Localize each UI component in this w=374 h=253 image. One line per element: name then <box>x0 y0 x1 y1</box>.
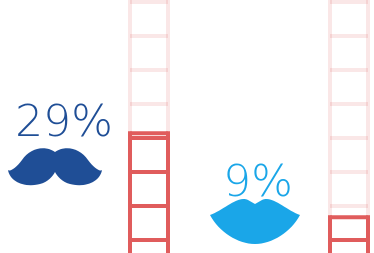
chart: 29% 9% <box>0 0 374 253</box>
mustache-icon <box>8 148 102 185</box>
ladder-background <box>330 0 368 253</box>
ladder-background <box>130 0 168 253</box>
percent-label: 9% <box>223 156 293 207</box>
ladder-fill <box>330 215 368 253</box>
page: {"chart_data": {"type": "ladder", "value… <box>0 0 374 253</box>
percent-label: 29% <box>15 96 113 147</box>
ladder-fill <box>130 131 168 253</box>
